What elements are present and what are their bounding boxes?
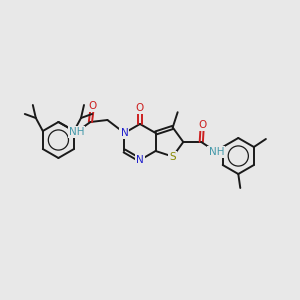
Text: N: N: [121, 128, 128, 138]
Text: S: S: [169, 152, 176, 162]
Text: N: N: [136, 155, 144, 165]
Text: NH: NH: [69, 127, 84, 137]
Text: NH: NH: [208, 147, 224, 157]
Text: O: O: [136, 103, 144, 113]
Text: O: O: [88, 101, 97, 111]
Text: O: O: [198, 120, 206, 130]
